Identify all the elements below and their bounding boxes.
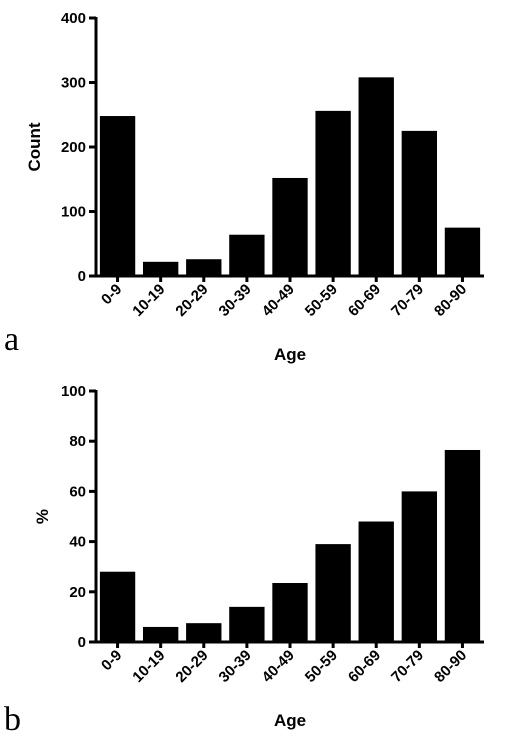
x-tick-label: 10-19 bbox=[129, 281, 168, 320]
x-tick-label: 60-69 bbox=[345, 281, 384, 320]
y-tick-label: 400 bbox=[61, 10, 86, 27]
x-tick-label: 50-59 bbox=[302, 281, 341, 320]
bar-10-19 bbox=[142, 261, 179, 276]
y-axis-title: % bbox=[33, 509, 52, 524]
bar-30-39 bbox=[229, 234, 265, 276]
bar-0-9 bbox=[99, 116, 136, 276]
x-tick-label: 30-39 bbox=[216, 281, 255, 320]
y-tick-label: 0 bbox=[78, 634, 86, 651]
x-tick-label: 20-29 bbox=[172, 647, 211, 686]
bar-50-59 bbox=[315, 110, 351, 276]
x-tick-label: 10-19 bbox=[129, 647, 168, 686]
bar-20-29 bbox=[186, 259, 222, 276]
x-tick-label: 40-49 bbox=[259, 647, 298, 686]
y-tick-label: 100 bbox=[61, 383, 86, 400]
x-tick-label: 50-59 bbox=[302, 647, 341, 686]
bar-60-69 bbox=[358, 77, 394, 276]
y-tick-label: 0 bbox=[78, 268, 86, 285]
x-tick-label: 80-90 bbox=[431, 647, 470, 686]
y-tick-label: 60 bbox=[69, 483, 86, 500]
y-tick-label: 20 bbox=[69, 584, 86, 601]
y-tick-label: 40 bbox=[69, 534, 86, 551]
x-tick-label: 80-90 bbox=[431, 281, 470, 320]
y-axis-title: Count bbox=[25, 122, 44, 171]
x-tick-label: 60-69 bbox=[345, 647, 384, 686]
bar-80-90 bbox=[444, 449, 481, 642]
x-tick-label: 20-29 bbox=[172, 281, 211, 320]
y-tick-label: 200 bbox=[61, 139, 86, 156]
bar-0-9 bbox=[99, 571, 136, 642]
x-tick-label: 70-79 bbox=[388, 281, 427, 320]
x-axis-title: Age bbox=[274, 711, 306, 730]
x-tick-label: 70-79 bbox=[388, 647, 427, 686]
panel-label: b bbox=[4, 701, 21, 738]
bar-40-49 bbox=[272, 583, 308, 642]
x-tick-label: 0-9 bbox=[98, 281, 125, 308]
bar-20-29 bbox=[186, 623, 222, 642]
bar-80-90 bbox=[444, 227, 481, 277]
y-tick-label: 300 bbox=[61, 75, 86, 92]
x-axis-title: Age bbox=[274, 345, 306, 364]
x-tick-label: 0-9 bbox=[98, 647, 125, 674]
bar-40-49 bbox=[272, 177, 308, 276]
bar-50-59 bbox=[315, 544, 351, 642]
x-tick-label: 30-39 bbox=[216, 647, 255, 686]
x-tick-label: 40-49 bbox=[259, 281, 298, 320]
bar-30-39 bbox=[229, 606, 265, 642]
y-tick-label: 100 bbox=[61, 204, 86, 221]
panel-b-chart: 0 20 40 60 80 100 0-9 10-19 20-29 30-39 40-49 50-59… bbox=[4, 383, 484, 738]
bar-70-79 bbox=[401, 491, 438, 642]
bar-10-19 bbox=[142, 626, 179, 642]
panel-a-chart: 0 100 200 300 400 0-9 10-19 20-29 30-39 40-49 50-5… bbox=[4, 10, 484, 364]
y-tick-label: 80 bbox=[69, 433, 86, 450]
panel-label: a bbox=[4, 321, 19, 358]
bar-60-69 bbox=[358, 521, 394, 642]
bar-70-79 bbox=[401, 130, 438, 277]
